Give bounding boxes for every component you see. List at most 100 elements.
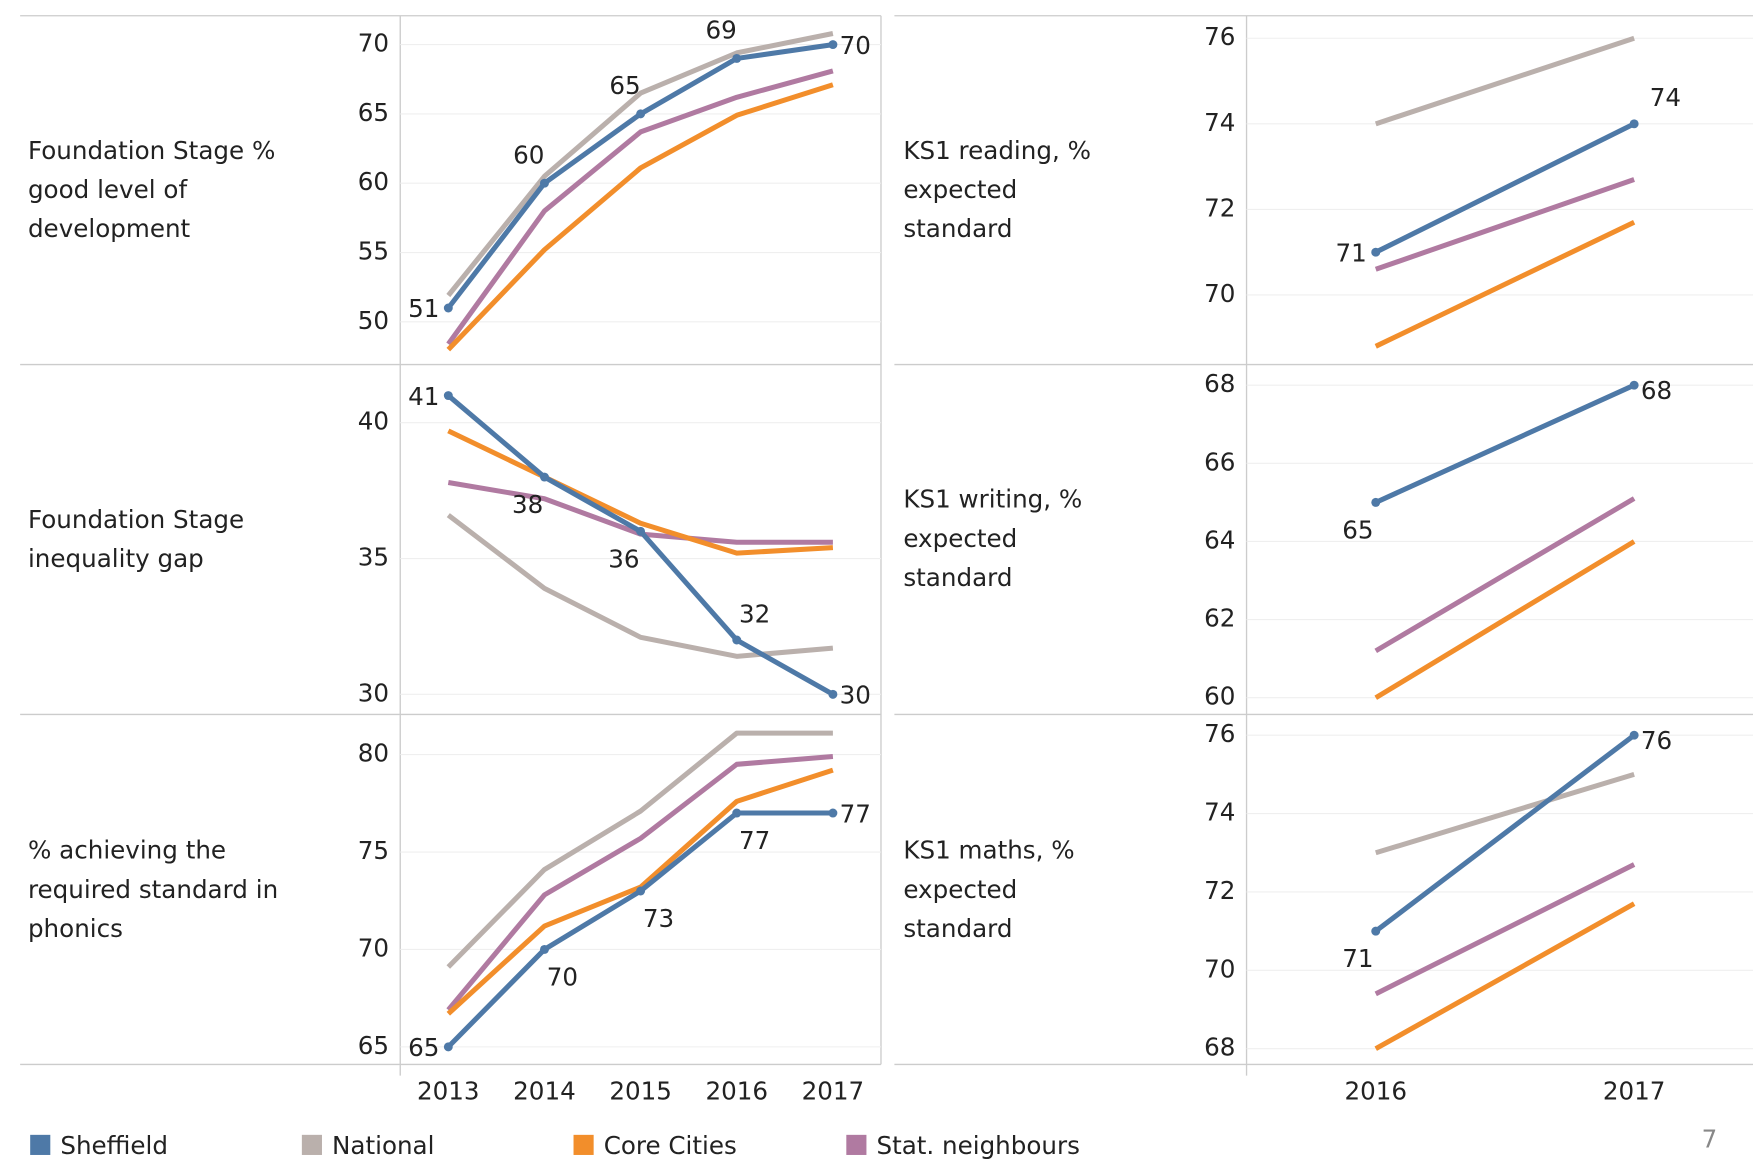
data-label: 60 bbox=[513, 140, 544, 169]
data-point bbox=[539, 178, 549, 188]
y-tick-label: 64 bbox=[1204, 525, 1235, 554]
y-tick-label: 30 bbox=[358, 678, 389, 707]
x-tick-label: 2016 bbox=[705, 1076, 768, 1105]
x-tick-label: 2017 bbox=[1603, 1076, 1666, 1105]
data-label: 65 bbox=[408, 1033, 439, 1062]
data-label: 41 bbox=[408, 382, 439, 411]
panel-title-box: % achieving the required standard in pho… bbox=[27, 836, 279, 944]
data-point bbox=[443, 391, 453, 401]
data-point bbox=[539, 472, 549, 482]
data-point bbox=[1371, 247, 1381, 257]
y-tick-label: 76 bbox=[1204, 22, 1235, 51]
legend-label: National bbox=[332, 1131, 434, 1160]
data-point bbox=[636, 886, 646, 896]
data-label: 36 bbox=[608, 544, 639, 573]
series-line bbox=[1374, 382, 1636, 505]
data-point bbox=[443, 1042, 453, 1052]
series-line bbox=[1374, 35, 1635, 127]
y-tick-label: 55 bbox=[358, 237, 389, 266]
data-point bbox=[828, 689, 838, 699]
data-label: 76 bbox=[1641, 726, 1672, 755]
data-point bbox=[732, 808, 742, 818]
series-line bbox=[446, 68, 834, 346]
series-line bbox=[446, 730, 833, 969]
y-tick-label: 60 bbox=[358, 167, 389, 196]
data-label: 74 bbox=[1650, 83, 1681, 112]
data-point bbox=[1629, 119, 1639, 129]
y-tick-label: 65 bbox=[358, 1031, 389, 1060]
series-line bbox=[1374, 539, 1636, 700]
x-tick-label: 2013 bbox=[417, 1076, 480, 1105]
panel-title: KS1 reading, % expected standard bbox=[903, 137, 1091, 244]
y-tick-label: 74 bbox=[1204, 798, 1235, 827]
series-line bbox=[446, 31, 834, 298]
data-point bbox=[732, 53, 742, 63]
data-point bbox=[1629, 730, 1639, 740]
series-line bbox=[1375, 771, 1635, 856]
series-line bbox=[446, 393, 835, 697]
y-tick-label: 72 bbox=[1204, 876, 1235, 905]
x-tick-label: 2014 bbox=[513, 1076, 576, 1105]
data-label: 77 bbox=[840, 799, 871, 828]
data-label: 70 bbox=[840, 31, 871, 60]
data-label: 70 bbox=[547, 963, 578, 992]
y-tick-label: 68 bbox=[1204, 369, 1235, 398]
series-line bbox=[1374, 496, 1636, 654]
panel-title: Foundation Stage % good level of develop… bbox=[27, 137, 276, 244]
data-label: 38 bbox=[512, 490, 543, 519]
series-line bbox=[1374, 733, 1636, 934]
data-point bbox=[636, 526, 646, 536]
y-tick-label: 62 bbox=[1204, 604, 1235, 633]
data-point bbox=[828, 40, 838, 50]
data-label: 71 bbox=[1336, 238, 1367, 267]
y-tick-label: 75 bbox=[358, 836, 389, 865]
y-tick-label: 65 bbox=[358, 98, 389, 127]
data-point bbox=[443, 303, 453, 313]
panel-title: KS1 writing, % expected standard bbox=[903, 486, 1083, 593]
data-point bbox=[539, 944, 549, 954]
y-tick-label: 72 bbox=[1204, 193, 1235, 222]
panel-title: KS1 maths, % expected standard bbox=[903, 836, 1075, 944]
series-line bbox=[447, 428, 834, 556]
data-label: 65 bbox=[1342, 515, 1373, 544]
y-tick-label: 74 bbox=[1204, 108, 1235, 137]
y-tick-label: 70 bbox=[358, 29, 389, 58]
data-label: 71 bbox=[1342, 944, 1373, 973]
x-tick-label: 2015 bbox=[609, 1076, 672, 1105]
data-label: 30 bbox=[840, 681, 871, 710]
data-point bbox=[636, 109, 646, 119]
y-tick-label: 80 bbox=[358, 739, 389, 768]
data-label: 69 bbox=[705, 16, 736, 45]
legend-label: Stat. neighbours bbox=[876, 1131, 1079, 1160]
data-label: 77 bbox=[739, 826, 770, 855]
series-line bbox=[1374, 862, 1636, 997]
panel-title-box: KS1 reading, % expected standard bbox=[903, 137, 1091, 244]
y-tick-label: 70 bbox=[1204, 954, 1235, 983]
page-number: 7 bbox=[1702, 1124, 1718, 1153]
y-tick-label: 66 bbox=[1204, 447, 1235, 476]
y-tick-label: 70 bbox=[1204, 279, 1235, 308]
series-line bbox=[446, 513, 834, 659]
panel-title: % achieving the required standard in pho… bbox=[27, 836, 279, 944]
series-line bbox=[446, 754, 834, 1012]
legend-swatch bbox=[573, 1134, 594, 1155]
panel-title-box: Foundation Stage % good level of develop… bbox=[27, 137, 276, 244]
data-label: 32 bbox=[739, 599, 770, 628]
panel-title-box: KS1 maths, % expected standard bbox=[903, 836, 1075, 944]
legend-label: Core Cities bbox=[604, 1131, 737, 1160]
y-tick-label: 76 bbox=[1204, 719, 1235, 748]
y-tick-label: 60 bbox=[1204, 682, 1235, 711]
legend-swatch bbox=[846, 1134, 867, 1155]
legend-swatch bbox=[30, 1134, 51, 1155]
series-line bbox=[1374, 901, 1636, 1051]
data-label: 73 bbox=[643, 904, 674, 933]
legend-label: Sheffield bbox=[60, 1131, 168, 1160]
y-tick-label: 70 bbox=[358, 933, 389, 962]
series-line bbox=[1374, 219, 1636, 349]
y-tick-label: 35 bbox=[358, 543, 389, 572]
series-line bbox=[446, 810, 833, 1049]
data-point bbox=[828, 808, 838, 818]
data-point bbox=[732, 635, 742, 645]
